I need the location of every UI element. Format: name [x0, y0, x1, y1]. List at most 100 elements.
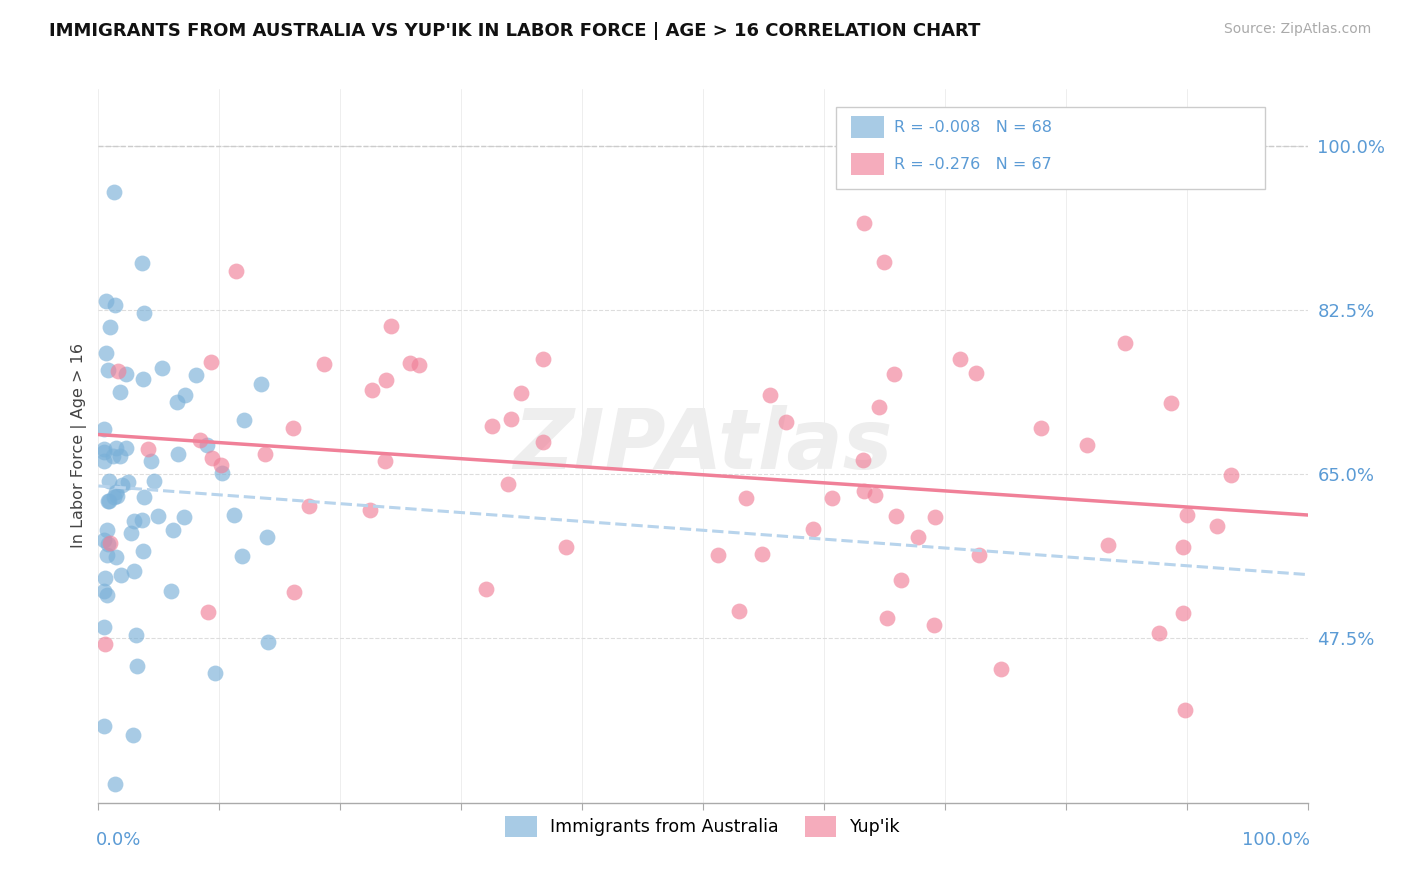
Point: [231, 549, 253, 564]
Point: [162, 523, 184, 537]
Point: [312, 357, 335, 371]
Point: [166, 395, 188, 409]
FancyBboxPatch shape: [851, 153, 884, 175]
Point: [136, 442, 159, 457]
Point: [146, 508, 169, 523]
Point: [1174, 704, 1197, 718]
Point: [188, 433, 211, 447]
Point: [101, 449, 124, 463]
Point: [93, 620, 115, 634]
Point: [257, 634, 280, 648]
Point: [256, 531, 278, 545]
Point: [139, 454, 162, 468]
Point: [121, 525, 143, 540]
Point: [97, 536, 120, 550]
Point: [399, 356, 422, 370]
Point: [115, 368, 138, 382]
Point: [93, 719, 115, 733]
Point: [233, 413, 256, 427]
Point: [883, 367, 905, 381]
Point: [1173, 606, 1195, 620]
Point: [283, 585, 305, 599]
Point: [890, 573, 912, 587]
Point: [298, 499, 321, 513]
Point: [499, 411, 522, 425]
Point: [853, 216, 876, 230]
Point: [114, 442, 136, 456]
Point: [132, 305, 155, 319]
Point: [93, 442, 115, 456]
Point: [94, 294, 117, 309]
FancyBboxPatch shape: [837, 107, 1265, 189]
Text: R = -0.008   N = 68: R = -0.008 N = 68: [894, 120, 1052, 135]
Point: [150, 360, 173, 375]
Point: [1114, 335, 1136, 350]
Point: [184, 368, 207, 382]
Point: [706, 548, 728, 562]
Point: [907, 530, 929, 544]
Point: [173, 387, 195, 401]
Point: [111, 478, 134, 492]
Point: [886, 509, 908, 524]
Point: [852, 483, 875, 498]
Point: [225, 264, 247, 278]
Point: [131, 372, 153, 386]
Point: [105, 484, 128, 499]
Point: [94, 345, 117, 359]
Text: Source: ZipAtlas.com: Source: ZipAtlas.com: [1223, 22, 1371, 37]
Point: [96, 549, 118, 563]
Point: [143, 475, 166, 489]
Point: [876, 610, 898, 624]
Point: [1160, 395, 1182, 409]
Point: [1173, 540, 1195, 554]
Point: [990, 662, 1012, 676]
FancyBboxPatch shape: [851, 116, 884, 137]
Point: [204, 666, 226, 681]
Point: [122, 728, 145, 742]
Point: [253, 447, 276, 461]
Point: [201, 450, 224, 465]
Point: [868, 400, 890, 414]
Point: [863, 488, 886, 502]
Point: [117, 475, 139, 489]
Point: [361, 383, 384, 397]
Point: [173, 510, 195, 524]
Point: [134, 491, 156, 505]
Point: [380, 319, 402, 334]
Point: [131, 256, 153, 270]
Point: [555, 541, 578, 555]
Text: 100.0%: 100.0%: [1241, 831, 1310, 849]
Point: [132, 544, 155, 558]
Point: [103, 490, 125, 504]
Point: [125, 658, 148, 673]
Point: [93, 422, 115, 436]
Point: [98, 536, 121, 550]
Point: [104, 549, 127, 564]
Point: [108, 449, 131, 463]
Point: [408, 358, 430, 372]
Point: [98, 494, 121, 508]
Point: [98, 319, 121, 334]
Point: [531, 351, 554, 366]
Point: [922, 618, 945, 632]
Point: [924, 509, 946, 524]
Point: [98, 474, 121, 488]
Point: [758, 388, 780, 402]
Point: [873, 255, 896, 269]
Point: [1097, 538, 1119, 552]
Point: [222, 508, 245, 522]
Y-axis label: In Labor Force | Age > 16: In Labor Force | Age > 16: [72, 343, 87, 549]
Point: [107, 364, 129, 378]
Point: [775, 415, 797, 429]
Point: [1076, 437, 1098, 451]
Point: [195, 438, 218, 452]
Point: [97, 362, 120, 376]
Point: [250, 376, 273, 391]
Point: [1175, 508, 1198, 523]
Point: [498, 477, 520, 491]
Point: [1031, 421, 1053, 435]
Point: [131, 513, 153, 527]
Point: [211, 467, 233, 481]
Point: [374, 454, 396, 468]
Point: [209, 458, 232, 472]
